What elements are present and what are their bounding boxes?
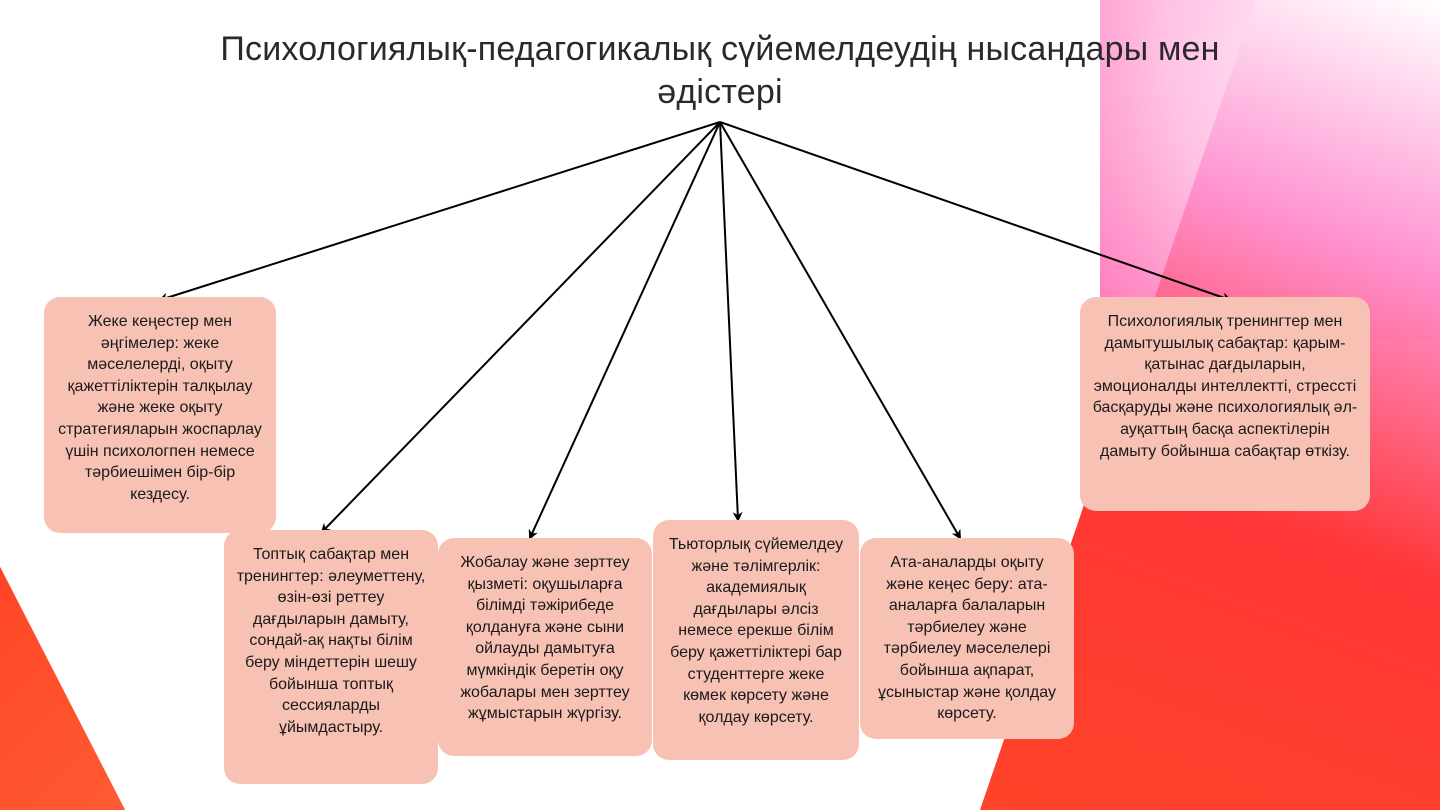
card-individual: Жеке кеңестер мен әңгімелер: жеке мәселе… <box>44 297 276 533</box>
arrow-3 <box>720 122 738 520</box>
arrow-2 <box>530 122 720 538</box>
page-title: Психологиялық-педагогикалық сүйемелдеуді… <box>220 28 1220 113</box>
arrow-4 <box>720 122 960 538</box>
card-tutor: Тьюторлық сүйемелдеу және тәлімгерлік: а… <box>653 520 859 760</box>
arrow-0 <box>160 122 720 300</box>
card-parents: Ата-аналарды оқыту және кеңес беру: ата-… <box>860 538 1074 739</box>
card-trainings: Психологиялық тренингтер мен дамытушылық… <box>1080 297 1370 511</box>
card-project: Жобалау және зерттеу қызметі: оқушыларға… <box>438 538 652 756</box>
arrow-1 <box>322 122 720 532</box>
arrow-5 <box>720 122 1230 300</box>
card-group: Топтық сабақтар мен тренингтер: әлеуметт… <box>224 530 438 784</box>
diagram-canvas: Психологиялық-педагогикалық сүйемелдеуді… <box>0 0 1440 810</box>
